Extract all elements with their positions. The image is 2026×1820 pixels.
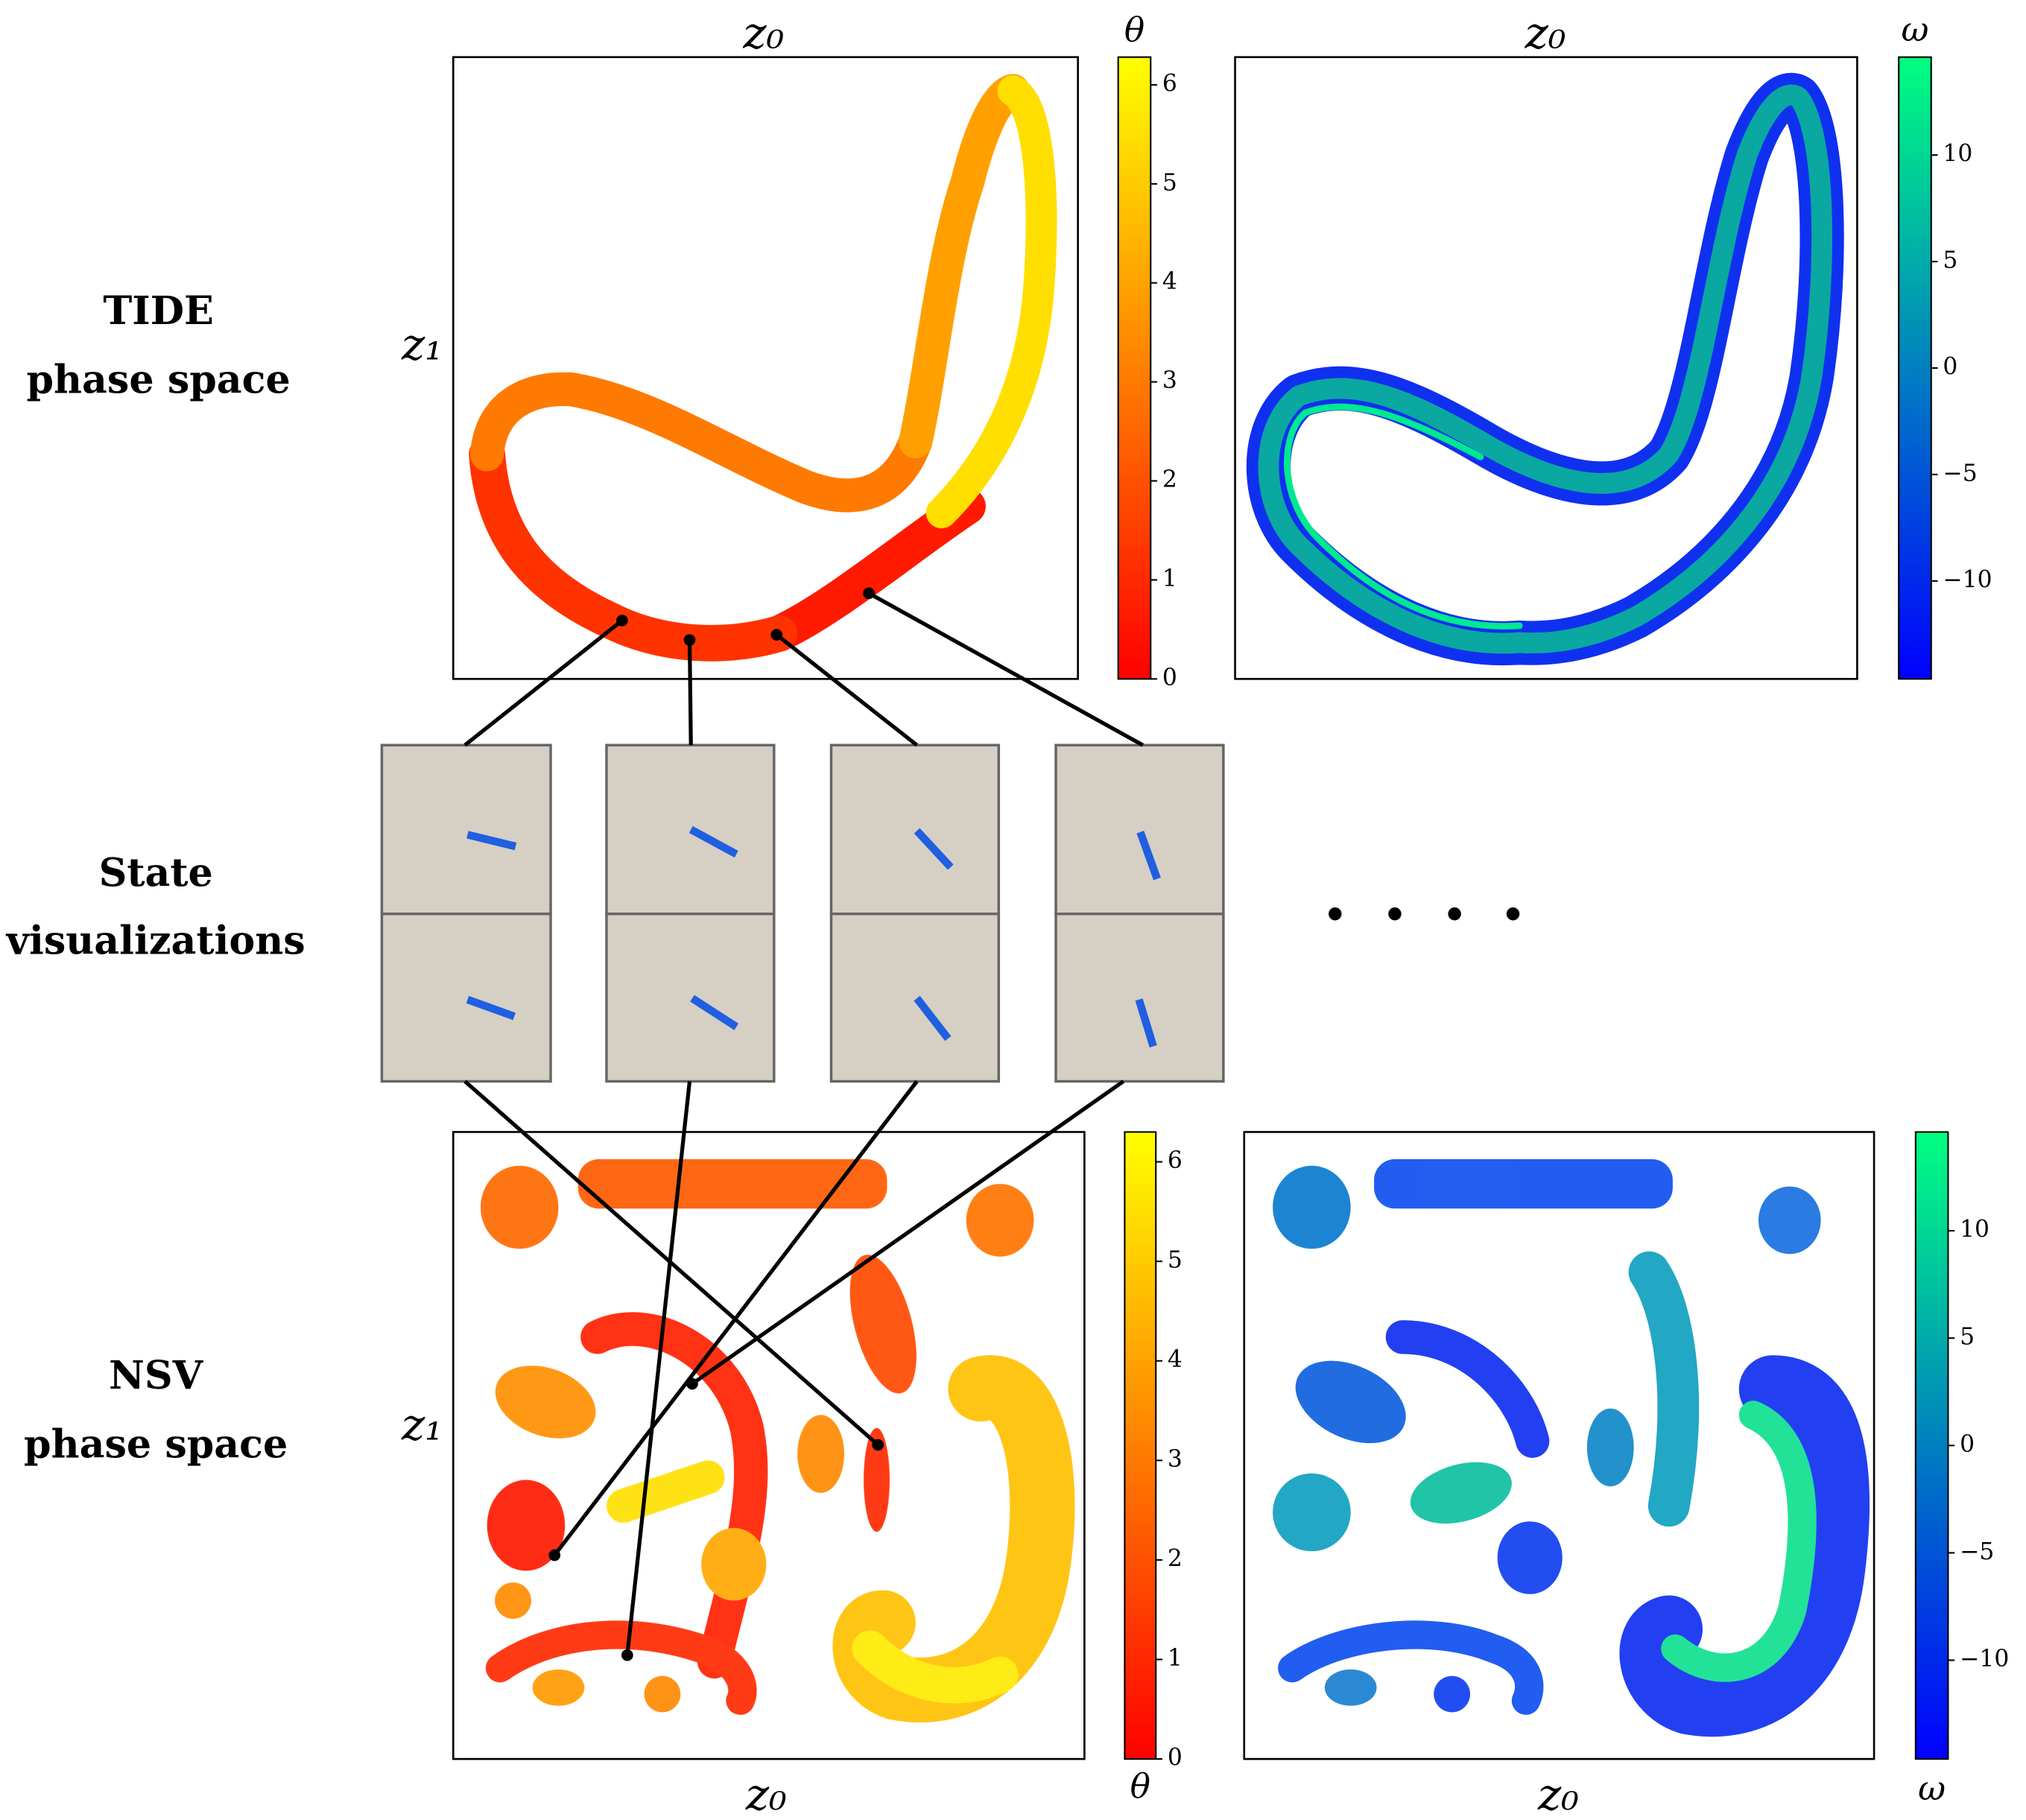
colorbar-tick-label: 5 bbox=[1943, 247, 1957, 274]
colorbar-tick-label: 0 bbox=[1960, 1431, 1975, 1458]
colorbar-tick-label: 5 bbox=[1960, 1324, 1975, 1351]
plot-frame bbox=[452, 1131, 1086, 1760]
row-label: NSV bbox=[109, 1353, 204, 1398]
colorbar-tick-label: 10 bbox=[1943, 141, 1972, 168]
colorbar bbox=[1914, 1131, 1949, 1760]
colorbar bbox=[1124, 1131, 1157, 1760]
plot-frame bbox=[1243, 1131, 1875, 1760]
colorbar bbox=[1898, 56, 1932, 680]
row-label: TIDE bbox=[103, 288, 214, 334]
colorbar-tick-label: 3 bbox=[1162, 367, 1177, 394]
colorbar-tick-label: 6 bbox=[1162, 70, 1177, 97]
row-label: phase space bbox=[24, 1421, 288, 1467]
row-label: phase space bbox=[27, 358, 291, 403]
colorbar-tick-label: 6 bbox=[1168, 1147, 1183, 1174]
colorbar-tick-label: 0 bbox=[1943, 354, 1957, 381]
colorbar bbox=[1117, 56, 1152, 680]
colorbar-label: ω bbox=[1902, 10, 1929, 49]
point-cloud bbox=[469, 74, 1057, 662]
state-visualizations bbox=[380, 743, 1520, 1083]
colorbar-tick-label: 4 bbox=[1162, 268, 1177, 295]
colorbar-label: θ bbox=[1124, 10, 1145, 49]
point-cloud bbox=[480, 1159, 1075, 1722]
colorbar-tick-label: −10 bbox=[1960, 1646, 2009, 1672]
colorbar-tick-label: 1 bbox=[1162, 565, 1177, 592]
colorbar-tick-label: 3 bbox=[1168, 1446, 1183, 1473]
colorbar-tick-label: 0 bbox=[1162, 665, 1177, 691]
colorbar-tick-label: 0 bbox=[1168, 1745, 1183, 1772]
colorbar-tick-label: 10 bbox=[1960, 1217, 1989, 1243]
x-axis-label: z₀ bbox=[742, 7, 784, 58]
row-label: visualizations bbox=[6, 918, 306, 963]
colorbar-tick-label: −5 bbox=[1960, 1538, 1994, 1565]
point-cloud bbox=[1273, 1159, 1870, 1737]
plot-frame bbox=[1234, 56, 1858, 680]
y-axis-label: z₁ bbox=[401, 319, 443, 370]
colorbar-label: θ bbox=[1130, 1766, 1150, 1806]
x-axis-label: z₀ bbox=[745, 1769, 787, 1820]
y-axis-label: z₁ bbox=[401, 1398, 443, 1450]
colorbar-tick-label: 4 bbox=[1168, 1346, 1183, 1373]
colorbar-tick-label: 1 bbox=[1168, 1645, 1183, 1672]
colorbar-tick-label: 2 bbox=[1162, 466, 1177, 493]
row-label: State bbox=[99, 851, 213, 896]
colorbar-tick-label: −5 bbox=[1943, 460, 1977, 486]
colorbar-tick-label: 5 bbox=[1168, 1247, 1183, 1274]
colorbar-tick-label: 5 bbox=[1162, 169, 1177, 196]
colorbar-tick-label: 2 bbox=[1168, 1545, 1183, 1572]
x-axis-label: z₀ bbox=[1537, 1769, 1579, 1820]
x-axis-label: z₀ bbox=[1525, 7, 1566, 58]
connectors bbox=[463, 587, 1145, 1661]
colorbar-tick-label: −10 bbox=[1943, 566, 1992, 593]
plot-frame bbox=[452, 56, 1079, 680]
point-cloud bbox=[1246, 72, 1844, 666]
colorbar-label: ω bbox=[1918, 1769, 1946, 1808]
